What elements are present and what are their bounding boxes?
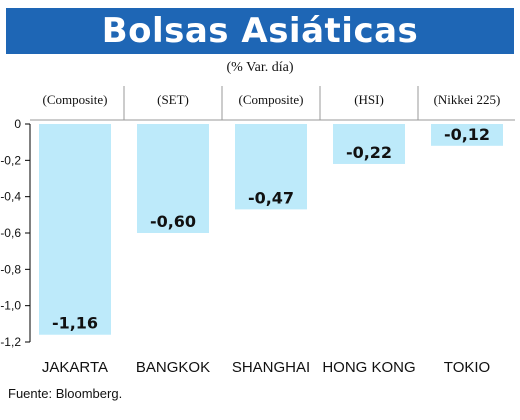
bar xyxy=(333,124,405,164)
bar xyxy=(431,124,503,146)
source-note: Fuente: Bloomberg. xyxy=(8,386,123,401)
index-label: (Nikkei 225) xyxy=(434,92,501,107)
bar xyxy=(137,124,209,233)
y-tick-label: -0,4 xyxy=(0,190,21,204)
index-label: (SET) xyxy=(157,92,189,107)
y-tick-label: -0,8 xyxy=(0,262,21,276)
title-bar: Bolsas Asiáticas xyxy=(6,8,514,54)
data-label: -0,60 xyxy=(150,212,196,231)
data-label: -1,16 xyxy=(52,314,98,333)
data-label: -0,22 xyxy=(346,143,392,162)
category-label: BANGKOK xyxy=(136,359,210,376)
data-label: -0,47 xyxy=(248,188,294,207)
data-label: -0,12 xyxy=(444,125,490,144)
index-label: (HSI) xyxy=(354,92,384,107)
y-tick-label: -1,2 xyxy=(0,335,21,349)
category-label: HONG KONG xyxy=(322,359,415,376)
bar xyxy=(235,124,307,210)
index-label: (Composite) xyxy=(43,92,108,107)
y-tick-label: 0 xyxy=(14,117,21,131)
y-tick-label: -0,6 xyxy=(0,226,21,240)
category-label: SHANGHAI xyxy=(232,359,310,376)
bar xyxy=(39,124,111,335)
index-label: (Composite) xyxy=(239,92,304,107)
category-label: TOKIO xyxy=(444,359,490,376)
category-label: JAKARTA xyxy=(42,359,108,376)
chart-subtitle: (% Var. día) xyxy=(226,60,294,75)
chart-title: Bolsas Asiáticas xyxy=(101,11,419,51)
y-tick-label: -1,0 xyxy=(0,299,21,313)
y-tick-label: -0,2 xyxy=(0,153,21,167)
